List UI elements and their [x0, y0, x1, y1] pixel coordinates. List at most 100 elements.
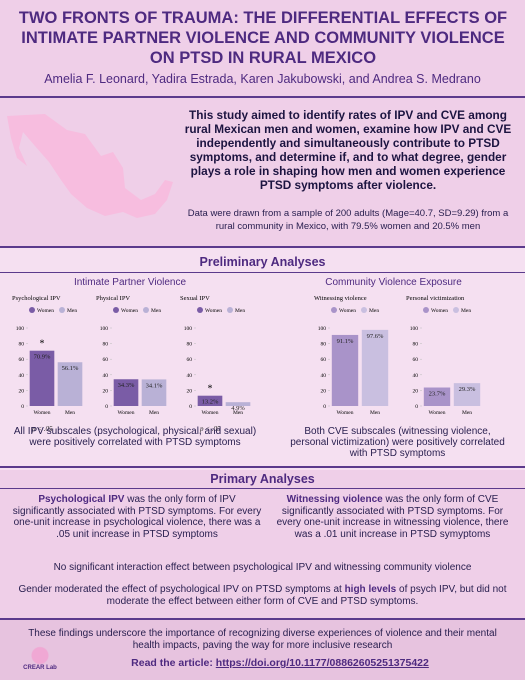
emphasis: high levels	[344, 584, 397, 595]
value-label: 70.9%	[34, 354, 51, 361]
legend-label: Men	[369, 308, 379, 314]
y-tick-label: 60	[187, 357, 193, 363]
link-label: Read the article:	[131, 657, 213, 669]
value-label: 34.1%	[146, 382, 163, 389]
legend-swatch	[197, 307, 203, 313]
x-tick-label: Women	[337, 410, 354, 416]
bar	[113, 379, 139, 406]
bar	[453, 383, 481, 406]
divider	[0, 96, 525, 98]
y-tick-label: 20	[103, 388, 109, 394]
bar-chart: Sexual IPV Women Men 0 20 40 60 80 100 13.2% Women…	[180, 295, 251, 416]
article-link[interactable]: https://doi.org/10.1177/0886260525137542…	[215, 657, 429, 669]
y-tick-label: 0	[323, 404, 326, 410]
chart-wrap: Psychological IPV Women Men 0 20 40 60 80 100 70.…	[8, 290, 88, 433]
bar	[225, 402, 251, 406]
divider	[0, 246, 525, 248]
legend-label: Women	[121, 308, 138, 314]
y-tick-label: 80	[321, 342, 327, 348]
x-tick-label: Women	[429, 410, 446, 416]
value-label: 97.6%	[367, 333, 384, 340]
bar	[57, 362, 83, 406]
legend-label: Women	[339, 308, 356, 314]
chart-title: Sexual IPV	[180, 295, 210, 302]
lead: Psychological IPV	[38, 494, 125, 505]
x-tick-label: Men	[233, 410, 243, 416]
text: of psych IPV, but did not moderate the e…	[106, 584, 507, 607]
legend-label: Men	[461, 308, 471, 314]
note: p < .05	[200, 425, 221, 433]
title: TWO FRONTS OF TRAUMA: THE DIFFERENTIAL E…	[18, 9, 508, 67]
subheading: Intimate Partner Violence	[73, 277, 187, 288]
x-tick-label: Men	[149, 410, 159, 416]
value-label: 29.3%	[459, 386, 476, 393]
x-tick-label: Women	[202, 410, 219, 416]
authors: Amelia F. Leonard, Yadira Estrada, Karen…	[44, 72, 481, 86]
legend-swatch	[361, 307, 367, 313]
legend-swatch	[331, 307, 337, 313]
legend-label: Women	[431, 308, 448, 314]
bar-chart: Witnessing violence Women Men 0 20 40 60 80 100 9…	[314, 295, 389, 416]
finding: Psychological IPV was the only form of I…	[12, 494, 262, 540]
x-tick-label: Women	[118, 410, 135, 416]
link-line: Read the article: https://doi.org/10.117…	[60, 657, 500, 669]
y-tick-label: 0	[189, 404, 192, 410]
x-tick-label: Men	[462, 410, 472, 416]
legend-swatch	[423, 307, 429, 313]
y-tick-label: 60	[103, 357, 109, 363]
gender: Gender moderated the effect of psycholog…	[15, 584, 510, 607]
y-tick-label: 60	[19, 357, 25, 363]
y-tick-label: 40	[103, 373, 109, 379]
finding: Witnessing violence was the only form of…	[270, 494, 515, 540]
legend-label: Women	[37, 308, 54, 314]
y-tick-label: 80	[413, 342, 419, 348]
y-tick-label: 60	[413, 357, 419, 363]
chart-wrap: Witnessing violence Women Men 0 20 40 60 80 100 9…	[310, 290, 394, 425]
y-tick-label: 100	[100, 326, 109, 332]
bar	[423, 387, 451, 406]
aim: This study aimed to identify rates of IP…	[184, 108, 512, 192]
finding-text: was the only form of IPV significantly a…	[12, 494, 262, 540]
logo: CREAR Lab	[18, 645, 62, 675]
cve-charts: Witnessing violence Women Men 0 20 40 60 80 100 9…	[310, 290, 486, 425]
value-label: 23.7%	[429, 391, 446, 398]
y-tick-label: 20	[321, 388, 327, 394]
y-tick-label: 40	[413, 373, 419, 379]
section-heading: Primary Analyses	[210, 472, 315, 486]
divider	[0, 466, 525, 468]
legend-label: Women	[205, 308, 222, 314]
legend-label: Men	[67, 308, 77, 314]
y-tick-label: 100	[16, 326, 25, 332]
chart-wrap: Personal victimization Women Men 0 20 40 60 80 1…	[402, 290, 486, 425]
y-tick-label: 100	[184, 326, 193, 332]
y-tick-label: 0	[21, 404, 24, 410]
y-tick-label: 20	[19, 388, 25, 394]
divider	[0, 272, 525, 273]
bar-chart: Psychological IPV Women Men 0 20 40 60 80 100 70.…	[12, 295, 83, 416]
bar	[331, 334, 359, 406]
y-tick-label: 40	[19, 373, 25, 379]
divider	[0, 488, 525, 489]
y-tick-label: 60	[321, 357, 327, 363]
chart-title: Witnessing violence	[314, 295, 367, 302]
value-label: 91.1%	[337, 338, 354, 345]
interaction: No significant interaction effect betwee…	[53, 562, 472, 573]
x-tick-label: Men	[370, 410, 380, 416]
y-tick-label: 40	[321, 373, 327, 379]
mexico-map	[7, 114, 173, 218]
value-label: 13.2%	[202, 399, 219, 406]
legend-swatch	[453, 307, 459, 313]
y-tick-label: 20	[413, 388, 419, 394]
y-tick-label: 100	[318, 326, 327, 332]
ipv-charts: Psychological IPV Women Men 0 20 40 60 80 100 70.…	[8, 290, 256, 433]
text: Gender moderated the effect of psycholog…	[18, 584, 342, 595]
chart-title: Physical IPV	[96, 295, 130, 302]
annotation: *	[208, 384, 213, 395]
legend-swatch	[143, 307, 149, 313]
legend-label: Men	[151, 308, 161, 314]
chart-wrap: Physical IPV Women Men 0 20 40 60 80 100 34.3% Wom…	[92, 290, 172, 433]
note: p < .05	[32, 425, 53, 433]
bar	[141, 379, 167, 406]
legend-swatch	[59, 307, 65, 313]
legend-swatch	[113, 307, 119, 313]
